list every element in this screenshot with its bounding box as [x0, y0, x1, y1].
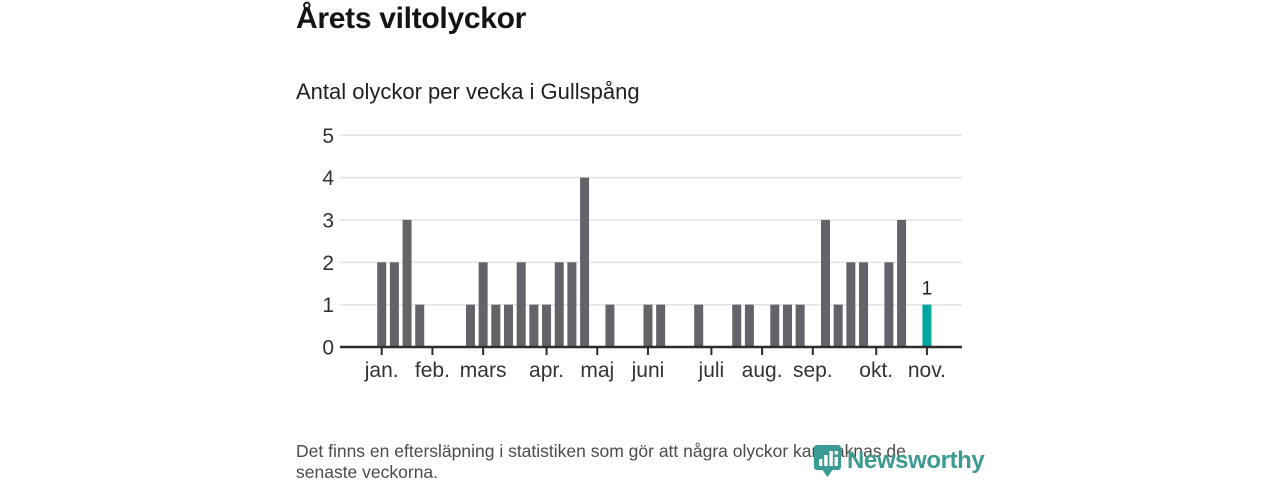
bar-week-32 [770, 304, 780, 347]
x-tick-label-maj: maj [580, 359, 614, 382]
footer-note-line1: Det finns en eftersläpning i statistiken… [296, 441, 906, 461]
y-tick-label-5: 5 [322, 125, 334, 148]
chart-subtitle: Antal olyckor per vecka i Gullspång [296, 79, 640, 104]
x-tick-label-juli: juli [698, 359, 725, 382]
x-tick-label-juni: juni [631, 359, 665, 382]
y-tick-label-4: 4 [322, 167, 334, 190]
bar-chart-svg: 0 1 2 3 4 5 jan. feb. mars apr. maj juni juli aug. sep… [322, 125, 962, 382]
bar-week-16 [567, 262, 577, 347]
bar-week-1 [377, 262, 387, 347]
bar-week-14 [542, 304, 552, 347]
bar-week-22 [643, 304, 653, 347]
bar-week-8 [465, 304, 475, 347]
bar-week-36 [821, 219, 830, 347]
newsworthy-logo: Newsworthy [813, 444, 985, 478]
y-tick-label-2: 2 [322, 252, 334, 275]
bar-week-29 [732, 304, 742, 347]
bar-week-44-highlight [922, 304, 932, 347]
footer-note-line2: senaste veckorna. [296, 462, 439, 480]
highlight-value-label: 1 [922, 279, 933, 300]
bar-week-23 [656, 304, 666, 347]
x-tick-label-mars: mars [460, 359, 507, 382]
bar-week-17 [580, 177, 590, 347]
x-tick-label-apr: apr. [529, 359, 564, 382]
bar-week-4 [415, 304, 425, 347]
bar-week-3 [402, 219, 412, 347]
x-tick-label-okt: okt. [859, 359, 893, 382]
x-tick-label-nov: nov. [908, 359, 946, 382]
chart-title: Årets viltolyckor [296, 2, 526, 35]
x-tick-label-jan: jan. [364, 359, 399, 382]
y-tick-label-1: 1 [322, 294, 334, 317]
bar-week-12 [516, 262, 526, 347]
bar-week-33 [782, 304, 792, 347]
bar-week-30 [744, 304, 754, 347]
bar-week-38 [846, 262, 856, 347]
bar-week-10 [491, 304, 501, 347]
bar-week-13 [529, 304, 539, 347]
bar-week-34 [795, 304, 805, 347]
footer-note: Det finns en eftersläpning i statistiken… [296, 441, 996, 480]
y-tick-label-0: 0 [322, 337, 334, 360]
bar-week-11 [504, 304, 513, 347]
bar-week-15 [554, 262, 564, 347]
x-tick-label-feb: feb. [415, 359, 450, 382]
newsworthy-logo-text: Newsworthy [847, 447, 985, 474]
bar-week-37 [833, 304, 843, 347]
x-tick-label-aug: aug. [742, 359, 783, 382]
bar-week-42 [897, 219, 907, 347]
bar-chart: 0 1 2 3 4 5 jan. feb. mars apr. maj juni juli aug. sep… [296, 120, 986, 392]
bar-week-41 [884, 262, 894, 347]
x-tick-label-sep: sep. [793, 359, 833, 382]
bar-week-39 [859, 262, 869, 347]
bar-week-19 [605, 304, 615, 347]
y-tick-label-3: 3 [322, 209, 334, 232]
bar-week-9 [478, 262, 488, 347]
bar-week-26 [694, 304, 704, 347]
newsworthy-pin-chart-icon [814, 445, 841, 477]
bar-week-2 [389, 262, 399, 347]
